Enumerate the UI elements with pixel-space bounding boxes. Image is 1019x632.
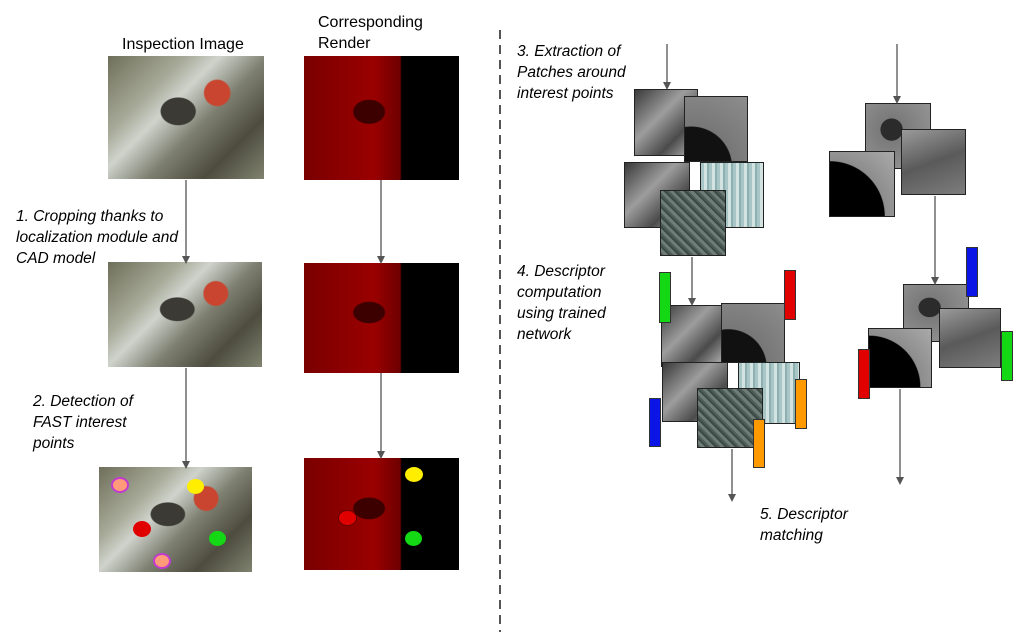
descriptor-bar-orange-left-2 <box>753 419 765 468</box>
descriptor-bar-red-left <box>784 270 796 320</box>
keypoint-yellow <box>187 479 204 494</box>
inspection-image-cropped <box>108 262 262 367</box>
step3-label: 3. Extraction of Patches around interest… <box>517 41 626 104</box>
patch-a-2 <box>684 96 748 162</box>
step4-line2: computation <box>517 284 602 301</box>
render-keypoint-green <box>405 531 422 546</box>
inspection-image-keypoints <box>99 467 252 572</box>
step2-line1: 2. Detection of <box>33 393 133 410</box>
patch-b-2 <box>829 151 895 217</box>
step4-label: 4. Descriptor computation using trained … <box>517 261 606 345</box>
patch-b-3 <box>901 129 966 195</box>
step2-label: 2. Detection of FAST interest points <box>33 391 133 454</box>
step2-line2: FAST interest <box>33 414 127 431</box>
patch-c-5 <box>697 388 763 448</box>
step5-line2: matching <box>760 527 823 544</box>
render-keypoints <box>304 458 459 570</box>
step5-label: 5. Descriptor matching <box>760 504 848 546</box>
step2-line3: points <box>33 435 75 452</box>
render-full <box>304 56 459 180</box>
render-header-line1: Corresponding <box>318 14 423 31</box>
step1-line2: localization module and <box>16 229 178 246</box>
patch-a-5 <box>660 190 726 256</box>
render-keypoint-yellow <box>405 467 423 482</box>
patch-d-2 <box>939 308 1001 368</box>
keypoint-pink-1 <box>111 477 129 493</box>
step1-line3: CAD model <box>16 250 96 267</box>
step3-line3: interest points <box>517 85 614 102</box>
descriptor-bar-blue-right <box>966 247 978 297</box>
descriptor-bar-blue-left <box>649 398 661 447</box>
step4-line1: 4. Descriptor <box>517 263 605 280</box>
step1-line1: 1. Cropping thanks to <box>16 208 164 225</box>
step1-label: 1. Cropping thanks to localization modul… <box>16 206 178 269</box>
render-cropped <box>304 263 459 373</box>
patch-d-3 <box>868 328 932 388</box>
descriptor-bar-orange-left-1 <box>795 379 807 429</box>
step3-line1: 3. Extraction of <box>517 43 621 60</box>
render-header-line2: Render <box>318 35 371 52</box>
keypoint-green <box>209 531 226 546</box>
step4-line3: using trained <box>517 305 606 322</box>
step3-line2: Patches around <box>517 64 626 81</box>
step4-line4: network <box>517 326 572 343</box>
inspection-image-full <box>108 56 264 179</box>
descriptor-bar-red-right <box>858 349 870 399</box>
keypoint-pink-2 <box>153 553 171 569</box>
descriptor-bar-green-right <box>1001 331 1013 381</box>
render-keypoint-red <box>338 510 357 526</box>
keypoint-red <box>133 521 151 537</box>
inspection-image-header: Inspection Image <box>122 36 244 53</box>
descriptor-bar-green-left <box>659 272 671 323</box>
step5-line1: 5. Descriptor <box>760 506 848 523</box>
